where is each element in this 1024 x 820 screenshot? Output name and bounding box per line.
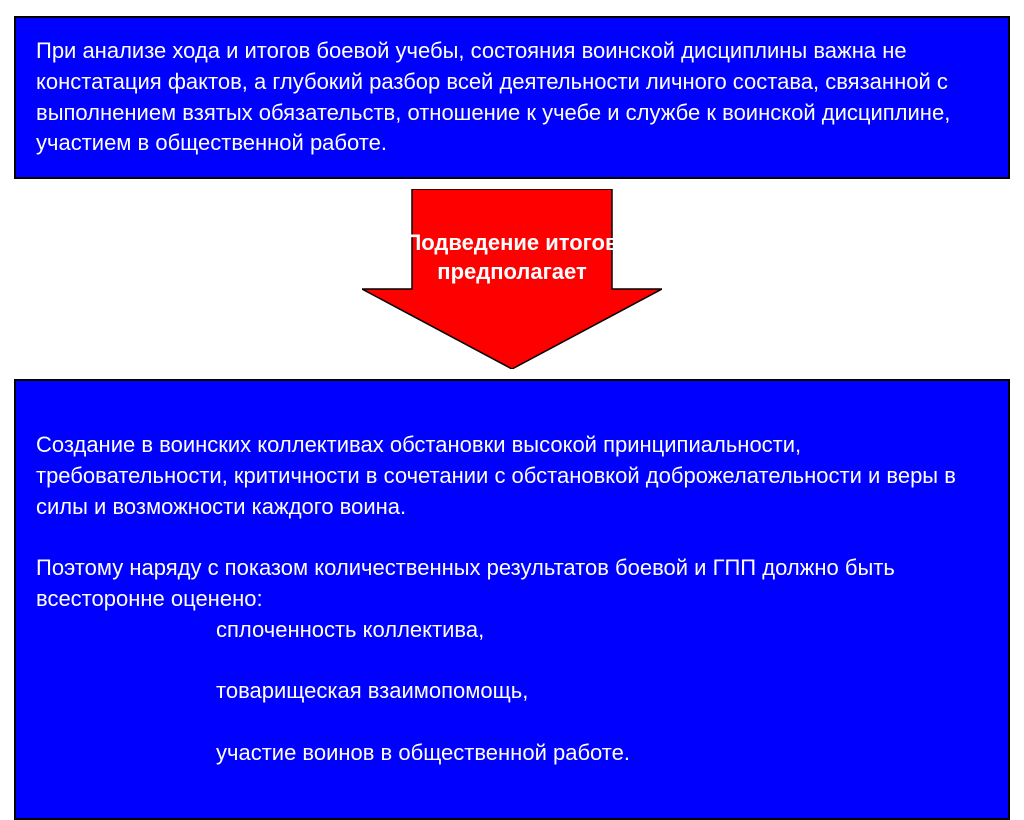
arrow-label-line1: Подведение итогов — [405, 230, 618, 255]
arrow-label: Подведение итогов предполагает — [362, 229, 662, 286]
bottom-text-box: Создание в воинских коллективах обстанов… — [14, 379, 1010, 819]
top-box-text: При анализе хода и итогов боевой учебы, … — [36, 38, 950, 155]
down-arrow: Подведение итогов предполагает — [362, 189, 662, 369]
arrow-label-line2: предполагает — [437, 259, 586, 284]
top-text-box: При анализе хода и итогов боевой учебы, … — [14, 16, 1010, 179]
bottom-para1: Создание в воинских коллективах обстанов… — [36, 432, 956, 519]
arrow-container: Подведение итогов предполагает — [14, 189, 1010, 369]
bottom-box-content: Создание в воинских коллективах обстанов… — [36, 399, 988, 799]
bottom-bullet2: товарищеская взаимопомощь, — [36, 676, 988, 707]
bottom-bullet1: сплоченность коллектива, — [36, 615, 988, 646]
bottom-bullet3: участие воинов в общественной работе. — [36, 738, 988, 769]
bottom-para2: Поэтому наряду с показом количественных … — [36, 555, 895, 611]
